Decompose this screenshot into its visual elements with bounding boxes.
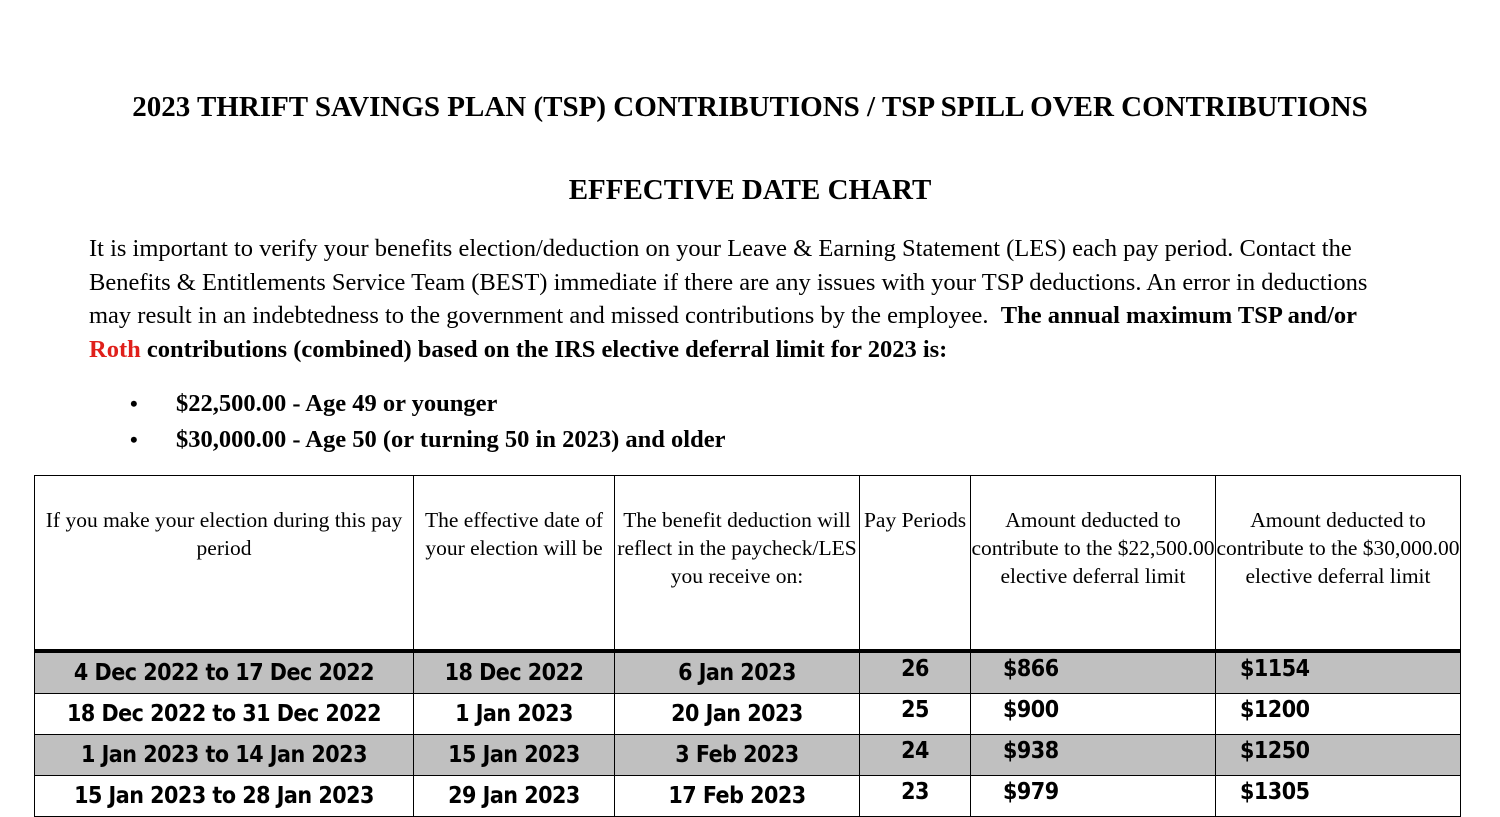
roth-highlight: Roth xyxy=(89,335,141,363)
cell-amount-30000: $1200 xyxy=(1215,693,1461,735)
header-amount-30000: Amount deducted to contribute to the $30… xyxy=(1215,475,1461,652)
header-amount-22500: Amount deducted to contribute to the $22… xyxy=(970,475,1216,652)
table-row: 4 Dec 2022 to 17 Dec 2022 18 Dec 2022 6 … xyxy=(34,650,1461,694)
effective-date-table: If you make your election during this pa… xyxy=(34,475,1461,817)
cell-paycheck-date: 20 Jan 2023 xyxy=(614,693,860,735)
intro-bold-after: contributions (combined) based on the IR… xyxy=(146,335,948,363)
intro-text: It is important to verify your benefits … xyxy=(89,235,1368,329)
cell-paycheck-date: 17 Feb 2023 xyxy=(614,775,860,817)
cell-amount-30000: $1250 xyxy=(1215,734,1461,776)
page-title: 2023 THRIFT SAVINGS PLAN (TSP) CONTRIBUT… xyxy=(132,91,1368,123)
header-effective-date: The effective date of your election will… xyxy=(413,475,615,652)
cell-pay-periods: 24 xyxy=(859,734,971,776)
header-election-period: If you make your election during this pa… xyxy=(34,475,414,652)
limit-item: $30,000.00 - Age 50 (or turning 50 in 20… xyxy=(130,422,725,458)
cell-pay-periods: 23 xyxy=(859,775,971,817)
cell-amount-22500: $900 xyxy=(970,693,1216,735)
cell-amount-30000: $1154 xyxy=(1215,650,1461,694)
table-row: 15 Jan 2023 to 28 Jan 2023 29 Jan 2023 1… xyxy=(34,775,1461,817)
page-subtitle: EFFECTIVE DATE CHART xyxy=(568,174,932,206)
cell-pay-periods: 25 xyxy=(859,693,971,735)
header-pay-periods: Pay Periods xyxy=(859,475,971,652)
cell-effective-date: 15 Jan 2023 xyxy=(413,734,615,776)
cell-election-period: 1 Jan 2023 to 14 Jan 2023 xyxy=(34,734,414,776)
cell-amount-22500: $866 xyxy=(970,650,1216,694)
cell-paycheck-date: 3 Feb 2023 xyxy=(614,734,860,776)
intro-bold-before: The annual maximum TSP and/or xyxy=(1000,302,1357,329)
cell-paycheck-date: 6 Jan 2023 xyxy=(614,650,860,694)
limit-item: $22,500.00 - Age 49 or younger xyxy=(130,386,725,422)
intro-paragraph: It is important to verify your benefits … xyxy=(89,232,1409,366)
cell-effective-date: 29 Jan 2023 xyxy=(413,775,615,817)
cell-amount-22500: $938 xyxy=(970,734,1216,776)
limits-list: $22,500.00 - Age 49 or younger $30,000.0… xyxy=(130,386,725,458)
table-header-row: If you make your election during this pa… xyxy=(34,475,1461,652)
header-paycheck-date: The benefit deduction will reflect in th… xyxy=(614,475,860,652)
cell-election-period: 15 Jan 2023 to 28 Jan 2023 xyxy=(34,775,414,817)
cell-election-period: 18 Dec 2022 to 31 Dec 2022 xyxy=(34,693,414,735)
cell-effective-date: 1 Jan 2023 xyxy=(413,693,615,735)
cell-election-period: 4 Dec 2022 to 17 Dec 2022 xyxy=(34,650,414,694)
cell-pay-periods: 26 xyxy=(859,650,971,694)
table-row: 18 Dec 2022 to 31 Dec 2022 1 Jan 2023 20… xyxy=(34,693,1461,735)
table-row: 1 Jan 2023 to 14 Jan 2023 15 Jan 2023 3 … xyxy=(34,734,1461,776)
cell-effective-date: 18 Dec 2022 xyxy=(413,650,615,694)
cell-amount-30000: $1305 xyxy=(1215,775,1461,817)
cell-amount-22500: $979 xyxy=(970,775,1216,817)
